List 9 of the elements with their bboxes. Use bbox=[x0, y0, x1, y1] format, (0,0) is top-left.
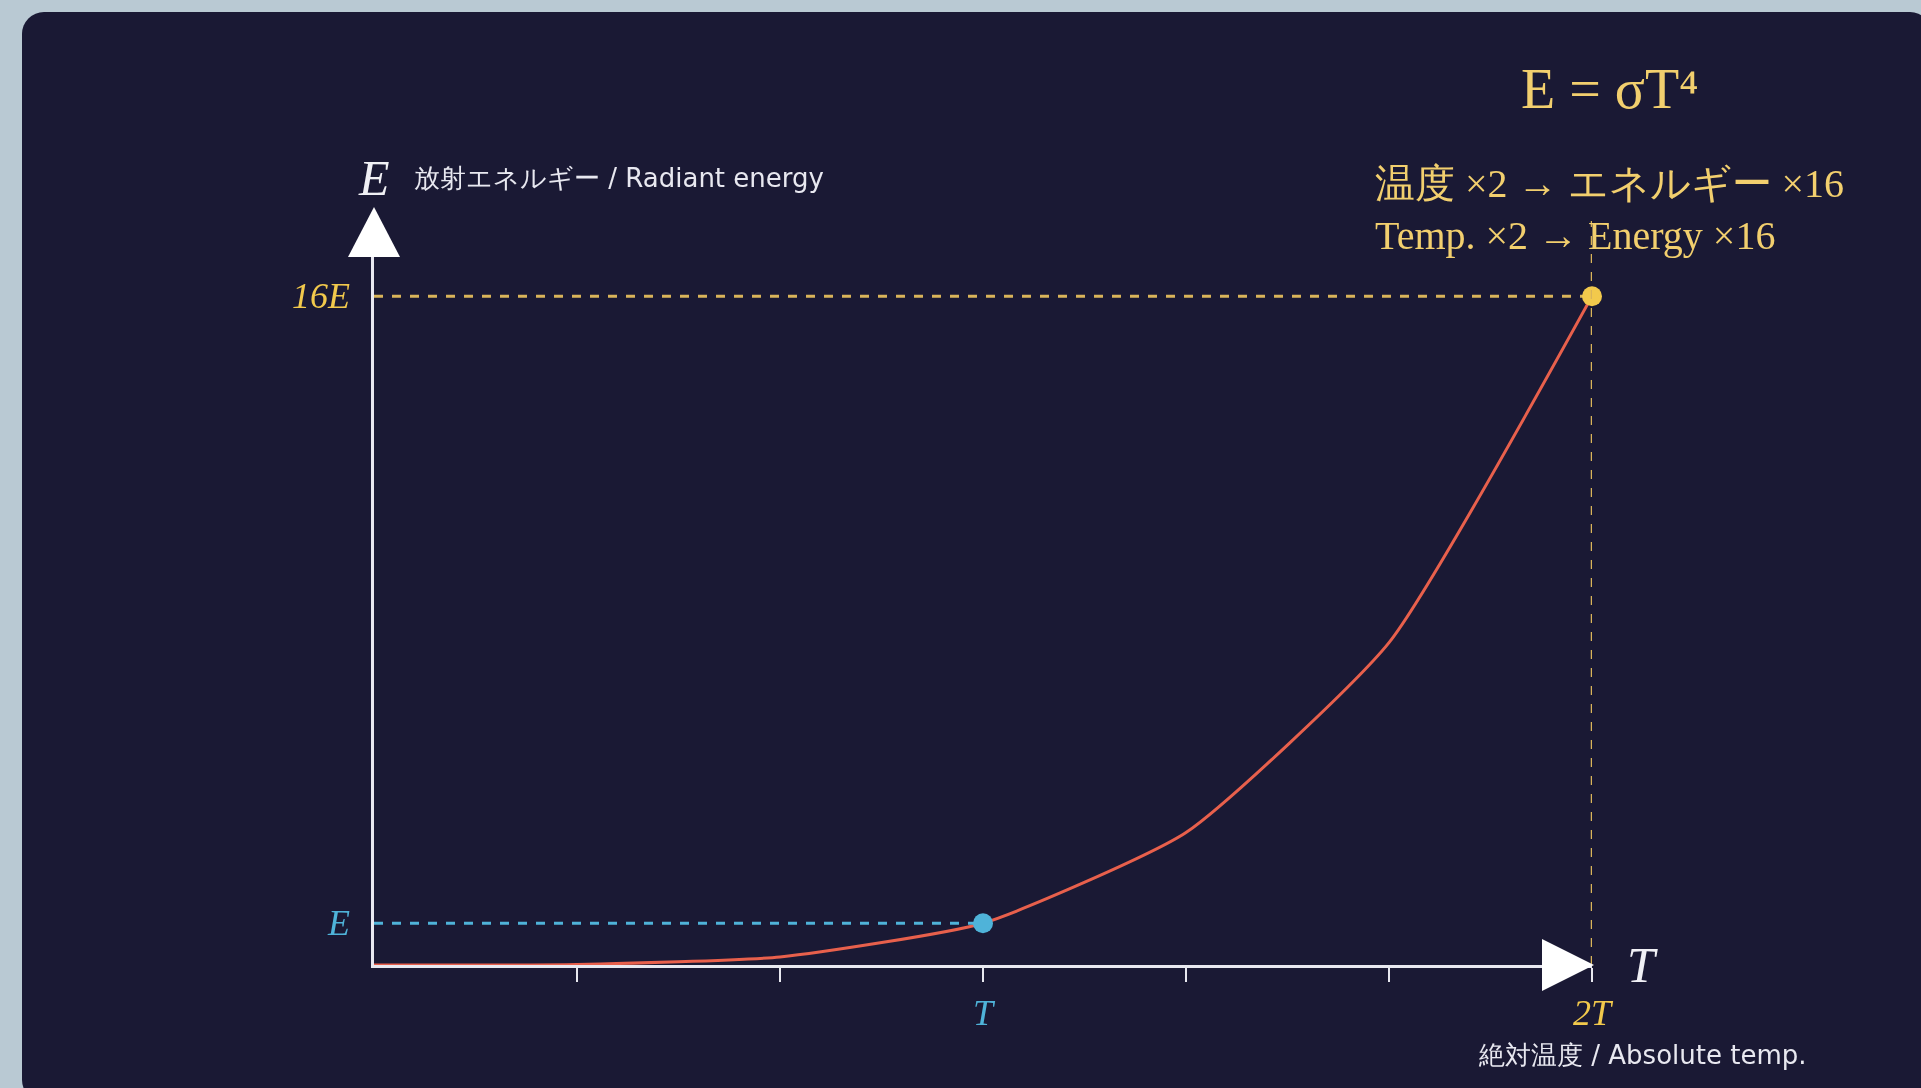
text: 絶対温度 / Absolute temp. bbox=[1478, 1040, 1807, 1070]
chart-subtitle: 温度 ×2 → エネルギー ×16 Temp. ×2 → Energy ×16 bbox=[1375, 161, 1845, 258]
text: 16E bbox=[292, 276, 350, 316]
text: 放射エネルギー / Radiant energy bbox=[414, 163, 824, 193]
chart-title: E = σT⁴ bbox=[1520, 57, 1699, 120]
text: E bbox=[327, 903, 350, 943]
x-axis-title: T bbox=[1627, 937, 1658, 993]
y-axis-title: E bbox=[358, 150, 390, 206]
x-tick-label: 2T bbox=[1572, 993, 1614, 1034]
